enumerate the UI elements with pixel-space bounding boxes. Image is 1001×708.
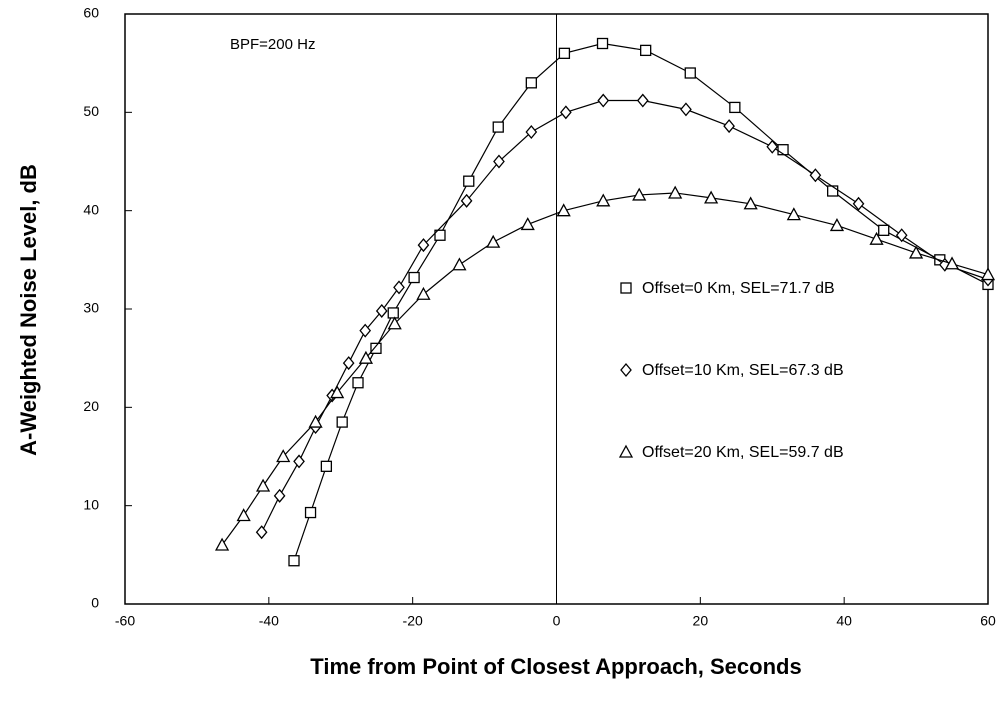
legend-label: Offset=0 Km, SEL=71.7 dB: [642, 280, 835, 297]
marker: [417, 238, 430, 253]
marker: [777, 144, 789, 156]
marker: [320, 460, 333, 472]
x-tick-label: -60: [115, 613, 135, 629]
y-tick-label: 0: [91, 595, 99, 611]
marker: [684, 67, 696, 79]
marker: [288, 555, 300, 567]
marker: [434, 229, 446, 241]
marker: [214, 537, 230, 551]
y-tick-label: 60: [83, 5, 99, 21]
marker: [558, 47, 571, 59]
marker: [336, 416, 348, 428]
marker: [460, 193, 473, 208]
marker: [304, 506, 317, 519]
marker: [330, 385, 345, 399]
y-axis-label: A-Weighted Noise Level, dB: [16, 164, 41, 456]
legend-label: Offset=10 Km, SEL=67.3 dB: [642, 362, 844, 379]
marker: [636, 93, 649, 108]
marker: [827, 185, 839, 197]
marker: [786, 207, 801, 221]
marker: [704, 190, 719, 204]
marker: [878, 224, 890, 236]
x-tick-label: 40: [836, 613, 852, 629]
marker: [560, 105, 572, 120]
marker: [358, 350, 374, 364]
marker: [908, 245, 924, 259]
marker: [255, 478, 271, 492]
marker: [486, 234, 501, 248]
marker: [308, 414, 323, 428]
marker: [556, 203, 571, 217]
x-tick-label: 0: [553, 613, 561, 629]
marker: [829, 218, 845, 232]
marker: [293, 454, 305, 469]
annotation: BPF=200 Hz: [230, 36, 315, 53]
marker: [680, 102, 692, 117]
marker: [743, 196, 758, 210]
marker: [463, 175, 475, 187]
series-line: [293, 42, 989, 561]
y-tick-label: 50: [83, 103, 99, 119]
marker: [640, 44, 652, 57]
marker: [520, 217, 535, 231]
legend-label: Offset=20 Km, SEL=59.7 dB: [642, 444, 844, 461]
marker: [359, 323, 372, 338]
x-tick-label: 20: [693, 613, 709, 629]
series-line: [221, 192, 989, 546]
marker: [408, 271, 420, 284]
marker: [452, 257, 467, 271]
marker: [852, 196, 865, 211]
legend-marker: [620, 282, 632, 294]
marker: [723, 119, 735, 134]
legend-marker: [618, 444, 634, 458]
marker: [370, 342, 382, 354]
marker: [980, 267, 996, 281]
marker: [596, 193, 611, 207]
marker: [352, 377, 364, 389]
marker: [276, 449, 291, 463]
marker: [869, 231, 884, 245]
legend-marker: [620, 362, 632, 378]
marker: [342, 356, 355, 371]
x-axis-label: Time from Point of Closest Approach, Sec…: [310, 654, 801, 679]
y-tick-label: 20: [83, 398, 99, 414]
marker: [632, 187, 647, 201]
marker: [236, 508, 251, 522]
marker: [944, 256, 960, 270]
y-tick-label: 40: [83, 201, 99, 217]
marker: [668, 185, 683, 199]
marker: [525, 124, 538, 140]
marker: [895, 228, 908, 243]
marker: [766, 139, 779, 154]
marker: [416, 286, 431, 300]
marker: [525, 77, 537, 89]
marker: [809, 168, 822, 183]
marker: [273, 488, 286, 503]
x-tick-label: -40: [259, 613, 279, 629]
marker: [387, 316, 402, 330]
series-line: [261, 99, 989, 533]
marker: [597, 93, 610, 108]
marker: [393, 280, 405, 295]
marker: [255, 525, 268, 540]
marker: [492, 121, 504, 133]
marker: [387, 307, 399, 319]
y-tick-label: 30: [83, 300, 99, 316]
marker: [493, 154, 505, 169]
marker: [375, 303, 388, 318]
y-tick-label: 10: [83, 496, 99, 512]
marker: [729, 101, 741, 114]
x-tick-label: 60: [980, 613, 996, 629]
x-tick-label: -20: [403, 613, 423, 629]
marker: [596, 37, 609, 50]
